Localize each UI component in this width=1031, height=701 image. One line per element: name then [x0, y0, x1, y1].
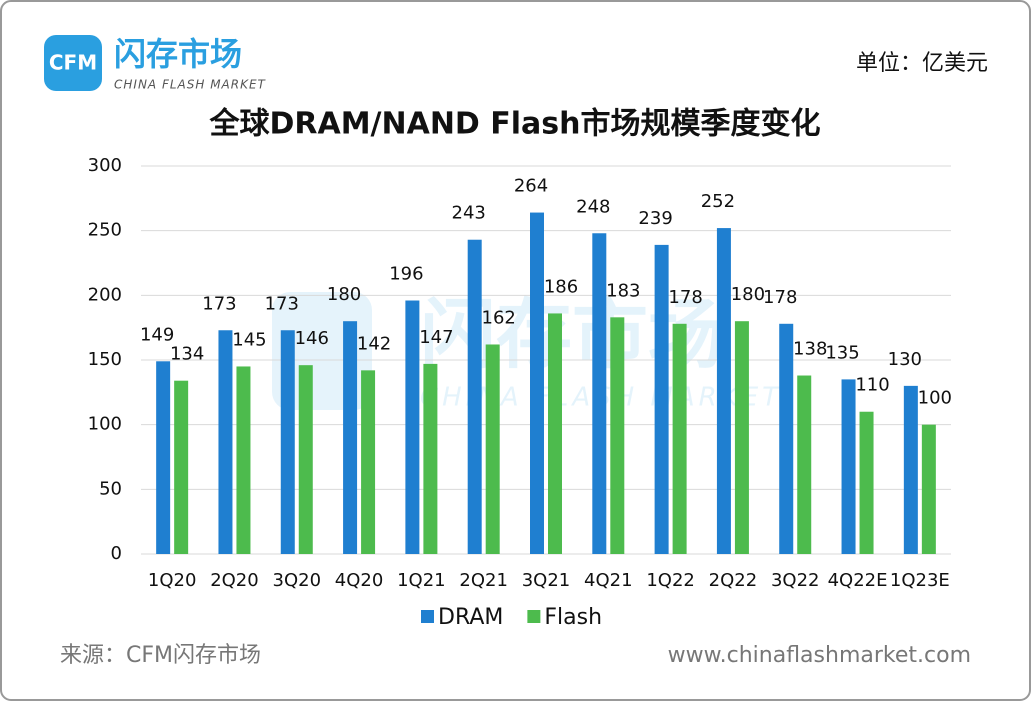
- y-tick-label: 0: [111, 543, 122, 564]
- x-tick-label: 1Q23E: [890, 570, 950, 591]
- legend-swatch: [421, 610, 434, 623]
- value-label: 135: [825, 342, 859, 363]
- bar: [218, 330, 233, 554]
- bar: [734, 321, 749, 554]
- bar: [548, 313, 562, 554]
- value-label: 162: [482, 307, 516, 328]
- website: www.chinaflashmarket.com: [668, 643, 971, 668]
- x-tick-label: 4Q20: [335, 570, 384, 591]
- y-tick-label: 300: [88, 155, 122, 176]
- bar: [236, 366, 251, 554]
- bar: [530, 212, 544, 554]
- bar: [405, 300, 420, 554]
- y-tick-label: 100: [88, 414, 122, 435]
- x-tick-label: 1Q22: [646, 570, 695, 591]
- bar: [921, 424, 936, 554]
- value-label: 142: [357, 333, 391, 354]
- x-tick-label: 3Q21: [522, 570, 571, 591]
- bar: [280, 330, 295, 554]
- value-label: 178: [668, 287, 702, 308]
- value-label: 147: [419, 327, 453, 348]
- value-label: 100: [918, 388, 952, 409]
- bar: [423, 363, 438, 554]
- value-label: 130: [888, 349, 922, 370]
- x-tick-label: 4Q21: [584, 570, 633, 591]
- value-label: 138: [793, 339, 827, 360]
- bar: [485, 344, 500, 554]
- value-label: 145: [232, 329, 266, 350]
- value-label: 173: [265, 293, 299, 314]
- bar: [654, 244, 669, 555]
- bar: [592, 233, 607, 554]
- y-tick-label: 200: [88, 284, 122, 305]
- logo-mark: CFM: [49, 51, 97, 75]
- bar: [797, 375, 812, 554]
- value-label: 264: [514, 176, 548, 197]
- value-label: 239: [638, 208, 672, 229]
- chart-title: 全球DRAM/NAND Flash市场规模季度变化: [208, 107, 820, 142]
- x-tick-label: 2Q21: [459, 570, 508, 591]
- x-tick-label: 3Q20: [273, 570, 322, 591]
- x-tick-label: 2Q22: [709, 570, 758, 591]
- bar: [174, 380, 189, 554]
- value-label: 146: [295, 328, 329, 349]
- value-label: 149: [140, 324, 174, 345]
- y-tick-label: 250: [88, 220, 122, 241]
- value-label: 180: [327, 284, 361, 305]
- value-label: 180: [731, 284, 765, 305]
- bar: [156, 361, 171, 554]
- y-tick-label: 50: [99, 478, 122, 499]
- bar: [859, 411, 874, 554]
- value-label: 186: [544, 276, 578, 297]
- bar: [361, 370, 376, 554]
- value-label: 110: [855, 375, 889, 396]
- value-label: 178: [763, 287, 797, 308]
- bar: [298, 365, 313, 554]
- x-tick-label: 1Q21: [397, 570, 446, 591]
- bar: [903, 385, 918, 554]
- bar: [610, 317, 625, 554]
- value-label: 196: [389, 264, 423, 285]
- bar: [716, 228, 731, 554]
- value-label: 183: [606, 280, 640, 301]
- y-tick-label: 150: [88, 349, 122, 370]
- value-label: 248: [576, 196, 610, 217]
- value-label: 173: [202, 293, 236, 314]
- logo-box: [44, 35, 102, 91]
- bar: [841, 379, 856, 554]
- unit: 单位：亿美元: [856, 51, 988, 76]
- value-label: 243: [452, 203, 486, 224]
- legend-swatch: [527, 610, 541, 623]
- value-label: 252: [701, 191, 735, 212]
- x-tick-label: 2Q20: [210, 570, 259, 591]
- legend-label: DRAM: [438, 605, 503, 630]
- bar: [672, 323, 687, 554]
- value-label: 134: [170, 344, 204, 365]
- bar: [779, 323, 794, 554]
- bar: [467, 239, 482, 554]
- bar: [343, 321, 358, 554]
- logo-sub: CHINA FLASH MARKET: [114, 78, 267, 92]
- logo-name: 闪存市场: [114, 35, 242, 73]
- legend-label: Flash: [544, 605, 602, 630]
- source: 来源：CFM闪存市场: [60, 643, 261, 668]
- x-tick-label: 4Q22E: [828, 570, 888, 591]
- x-tick-label: 3Q22: [771, 570, 820, 591]
- x-tick-label: 1Q20: [148, 570, 197, 591]
